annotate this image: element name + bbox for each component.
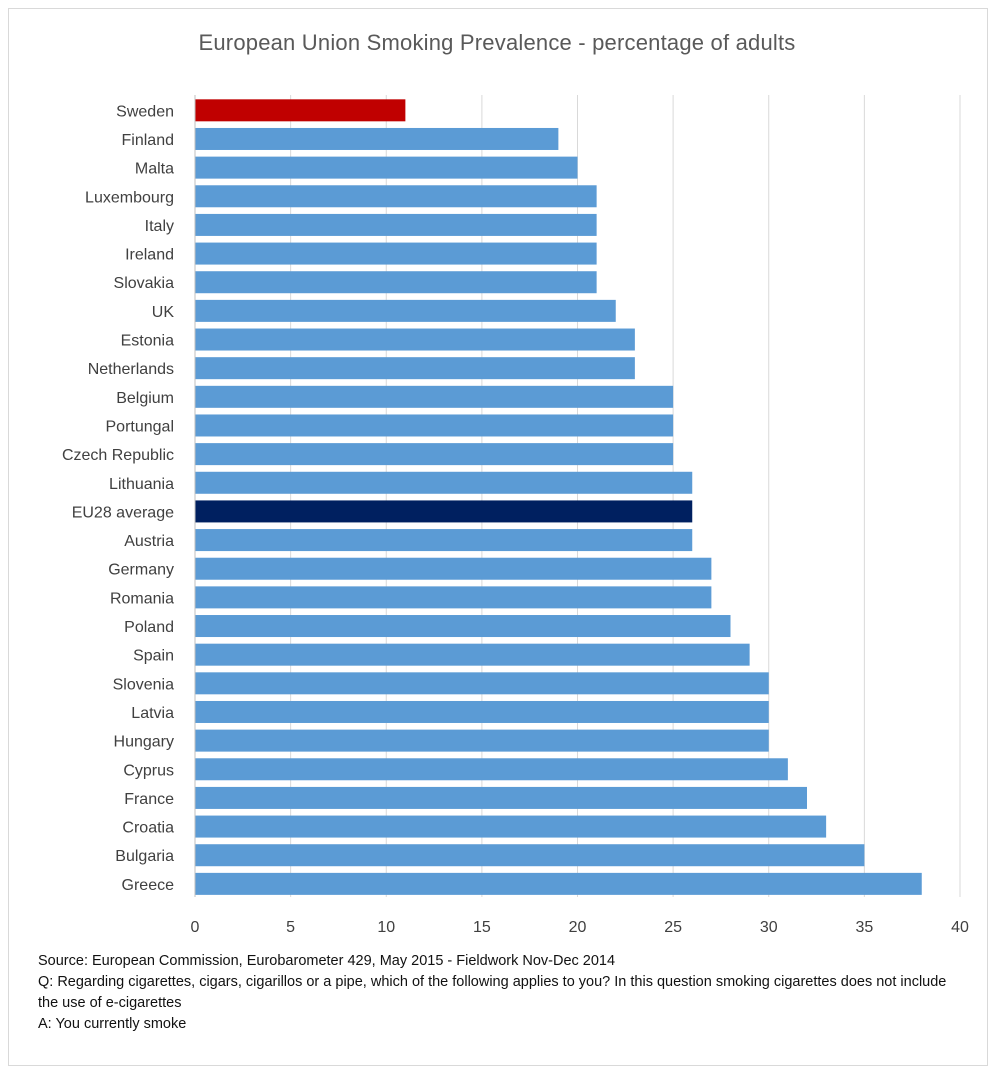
category-label: UK: [152, 304, 175, 321]
category-label: Hungary: [114, 734, 174, 751]
category-label: Lithuania: [109, 476, 174, 493]
category-label: Germany: [108, 562, 174, 579]
bar: [195, 529, 693, 552]
category-label: Cyprus: [123, 762, 174, 779]
bar: [195, 185, 597, 208]
category-label: Sweden: [116, 103, 174, 120]
category-label: Greece: [122, 877, 175, 894]
bar: [195, 299, 616, 322]
bar: [195, 414, 674, 437]
category-label: Bulgaria: [115, 848, 174, 865]
bar: [195, 872, 922, 895]
bar: [195, 357, 635, 380]
category-label: Croatia: [122, 820, 174, 837]
bar-chart: Sweden Finland Malta Luxembourg Italy Ireland…: [62, 95, 969, 936]
x-tick-label: 25: [664, 919, 682, 936]
bar: [195, 443, 674, 466]
answer-note: A: You currently smoke: [38, 1016, 187, 1032]
bar: [195, 328, 635, 351]
bar: [195, 758, 788, 781]
bar: [195, 156, 578, 179]
bar: [195, 557, 712, 580]
bar: [195, 672, 769, 695]
bar: [195, 586, 712, 609]
chart-title: European Union Smoking Prevalence - perc…: [198, 30, 796, 55]
bar: [195, 471, 693, 494]
x-tick-label: 35: [855, 919, 873, 936]
bar: [195, 99, 406, 122]
x-tick-label: 15: [473, 919, 491, 936]
x-tick-label: 30: [760, 919, 778, 936]
bar: [195, 729, 769, 752]
category-label: Luxembourg: [85, 189, 174, 206]
question-note: Q: Regarding cigarettes, cigars, cigaril…: [38, 974, 947, 1011]
x-tick-label: 20: [569, 919, 587, 936]
chart-notes: Source: European Commission, Eurobaromet…: [38, 951, 968, 1035]
bar: [195, 643, 750, 666]
category-label: Italy: [145, 218, 174, 235]
category-label: Malta: [135, 161, 174, 178]
bar: [195, 500, 693, 523]
bar: [195, 815, 827, 838]
bar: [195, 700, 769, 723]
bar: [195, 242, 597, 265]
category-label: Netherlands: [88, 361, 174, 378]
category-label: Czech Republic: [62, 447, 174, 464]
category-label: Slovenia: [113, 676, 174, 693]
category-label: Latvia: [131, 705, 174, 722]
x-tick-label: 40: [951, 919, 969, 936]
bar: [195, 271, 597, 294]
x-tick-label: 0: [191, 919, 200, 936]
category-label: Finland: [122, 132, 174, 149]
bar: [195, 127, 559, 150]
category-label: Austria: [124, 533, 174, 550]
category-label: Portungal: [106, 418, 175, 435]
category-label: Estonia: [121, 333, 174, 350]
bar: [195, 615, 731, 638]
x-tick-label: 10: [377, 919, 395, 936]
category-label: Spain: [133, 648, 174, 665]
category-label: Poland: [124, 619, 174, 636]
category-label: EU28 average: [72, 504, 174, 521]
category-label: Ireland: [125, 247, 174, 264]
category-label: France: [124, 791, 174, 808]
bar: [195, 786, 807, 809]
category-label: Romania: [110, 590, 174, 607]
category-label: Slovakia: [114, 275, 175, 292]
category-label: Belgium: [116, 390, 174, 407]
bar: [195, 213, 597, 236]
bar: [195, 844, 865, 867]
bar: [195, 385, 674, 408]
x-tick-label: 5: [286, 919, 295, 936]
source-note: Source: European Commission, Eurobaromet…: [38, 953, 616, 969]
